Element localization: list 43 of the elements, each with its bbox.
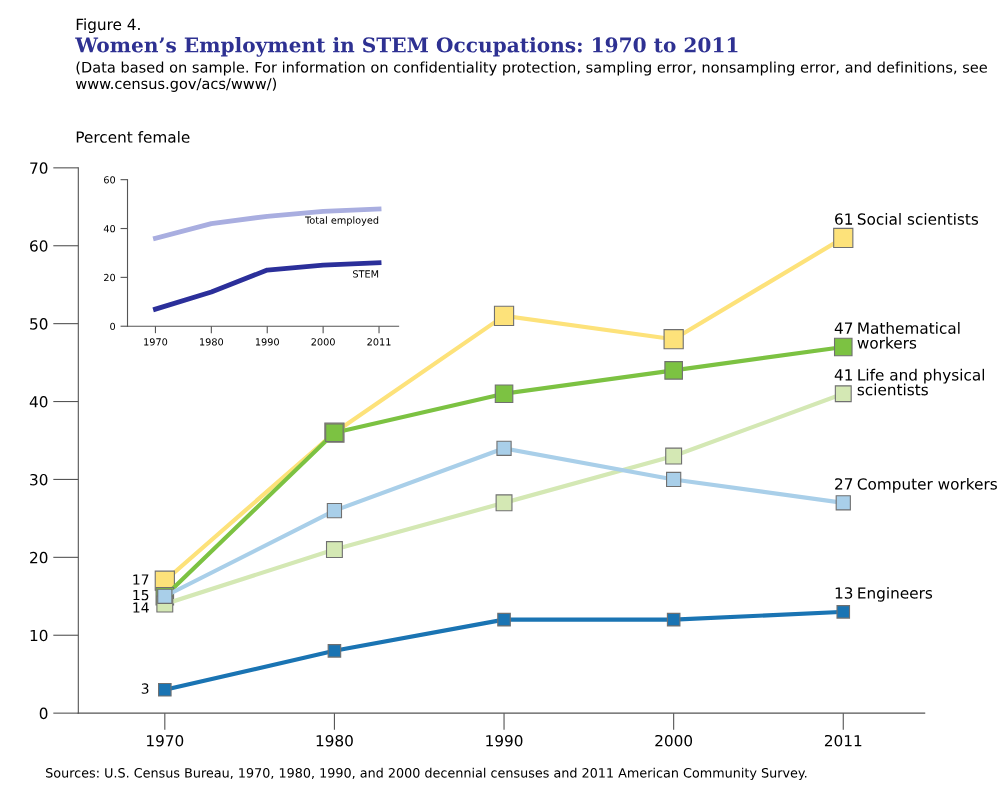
y-tick-label: 40 xyxy=(103,225,116,233)
series-label: Mathematical workers xyxy=(857,322,960,349)
data-label: 13 xyxy=(835,587,853,599)
data-label: 15 xyxy=(133,590,149,601)
y-tick-label: 40 xyxy=(29,396,48,408)
series-label: Social scientists xyxy=(857,213,979,225)
x-tick-label: 1970 xyxy=(147,734,184,747)
y-tick-label: 0 xyxy=(110,322,116,331)
x-tick-label: 2000 xyxy=(311,338,335,346)
series-label: Engineers xyxy=(858,586,933,602)
x-tick-label: 2011 xyxy=(367,338,391,346)
y-tick-label: 20 xyxy=(104,273,116,282)
chart-subtitle: (Data based on sample. For information on confidentiality protection, sampling error, nonsampling error, and definitions, see www.census.gov/acs/www/) xyxy=(75,61,987,92)
y-tick-label: 0 xyxy=(39,707,48,720)
y-tick-label: 50 xyxy=(30,318,48,330)
x-tick-label: 1980 xyxy=(316,734,353,747)
series-label: STEM xyxy=(353,270,379,278)
x-tick-label: 1980 xyxy=(200,338,224,346)
x-tick-label: 1990 xyxy=(255,338,279,346)
y-axis-title: Percent female xyxy=(76,130,190,143)
x-tick-label: 2000 xyxy=(655,734,693,747)
y-tick-label: 60 xyxy=(104,176,116,184)
y-tick-label: 10 xyxy=(30,629,48,642)
caption: Figure 4. xyxy=(76,18,140,34)
data-label: 41 xyxy=(834,369,853,381)
y-tick-label: 30 xyxy=(30,473,48,486)
data-label: 17 xyxy=(133,574,149,585)
series-label: Total employed xyxy=(305,216,379,226)
series-label: Computer workers xyxy=(857,477,997,493)
x-tick-label: 2011 xyxy=(824,734,862,747)
x-tick-label: 1970 xyxy=(144,338,168,346)
data-label: 47 xyxy=(834,322,853,334)
chart-title: Women’s Employment in STEM Occupations: 1970 to 2011 xyxy=(75,36,738,57)
source-note: Sources: U.S. Census Bureau, 1970, 1980, 1990, and 2000 decennial censuses and 2011 American Community Survey. xyxy=(46,767,807,781)
y-tick-label: 20 xyxy=(30,551,48,564)
data-label: 3 xyxy=(141,683,149,694)
data-label: 14 xyxy=(133,602,149,613)
data-label: 27 xyxy=(835,478,853,490)
y-tick-label: 70 xyxy=(30,162,48,174)
series-label: Life and physical scientists xyxy=(857,368,985,396)
data-label: 61 xyxy=(835,213,853,225)
y-tick-label: 60 xyxy=(30,240,48,252)
x-tick-label: 1990 xyxy=(486,734,523,747)
